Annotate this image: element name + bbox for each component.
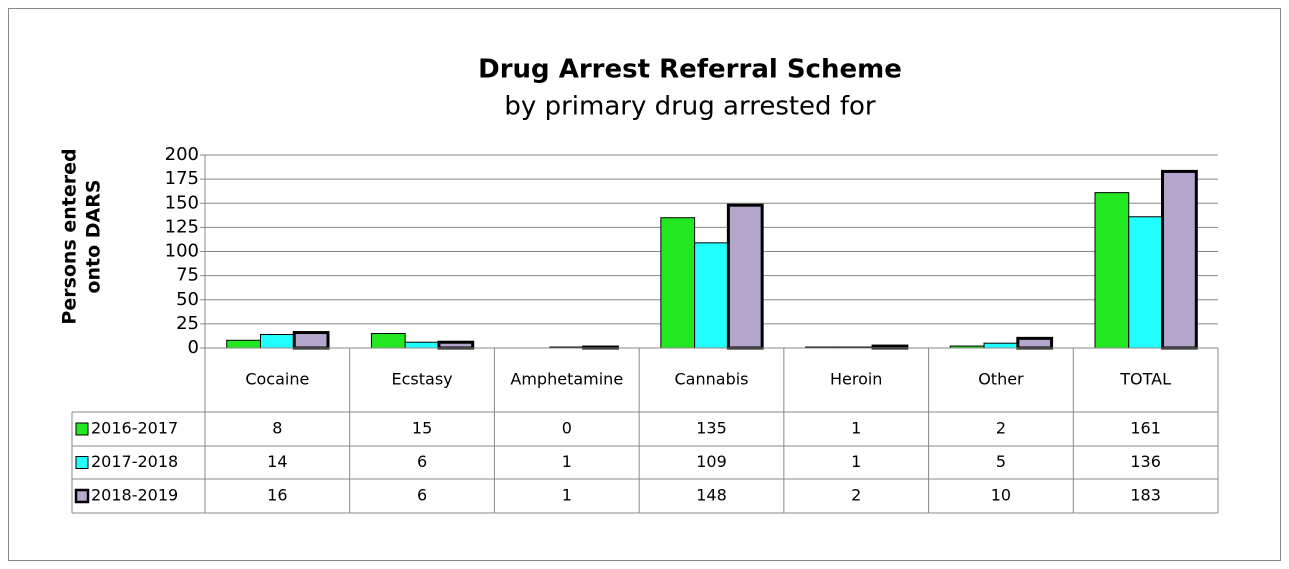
table-cell: 109 (696, 452, 727, 471)
y-tick-label: 125 (165, 216, 199, 237)
x-tick-label: Cannabis (675, 370, 749, 389)
legend-key (75, 422, 89, 436)
y-axis-label: Persons entered (59, 148, 81, 324)
bar (660, 217, 696, 349)
table-cell: 2 (996, 419, 1006, 438)
legend-label: 2016-2017 (91, 419, 178, 438)
legend-key (74, 488, 90, 504)
bar (370, 333, 406, 349)
table-cell: 16 (267, 486, 287, 505)
legend-label: 2017-2018 (91, 452, 178, 471)
bar (726, 203, 764, 350)
table-cell: 136 (1130, 452, 1161, 471)
y-tick-label: 0 (188, 337, 199, 358)
y-tick-label: 75 (176, 265, 199, 286)
bar (1016, 336, 1054, 350)
table-cell: 8 (272, 419, 282, 438)
x-tick-label: Amphetamine (510, 370, 623, 389)
table-cell: 6 (417, 486, 427, 505)
y-tick-label: 175 (165, 168, 199, 189)
x-tick-label: Cocaine (245, 370, 309, 389)
y-tick-label: 150 (165, 192, 199, 213)
x-tick-label: Heroin (830, 370, 882, 389)
table-cell: 1 (851, 419, 861, 438)
bar (259, 333, 295, 349)
table-cell: 183 (1130, 486, 1161, 505)
x-tick-label: TOTAL (1119, 370, 1171, 389)
y-tick-label: 200 (165, 144, 199, 165)
table-cell: 1 (562, 486, 572, 505)
table-cell: 6 (417, 452, 427, 471)
bar (226, 339, 261, 349)
table-cell: 1 (562, 452, 572, 471)
bar (1128, 216, 1164, 349)
bar (694, 242, 729, 349)
x-tick-label: Other (978, 370, 1024, 389)
table-cell: 0 (562, 419, 572, 438)
table-cell: 1 (851, 452, 861, 471)
bar (1161, 169, 1198, 350)
bar (404, 341, 440, 349)
table-cell: 161 (1130, 419, 1161, 438)
y-axis-label: onto DARS (83, 179, 105, 293)
table-cell: 2 (851, 486, 861, 505)
table-cell: 15 (412, 419, 432, 438)
bar (292, 331, 330, 350)
y-tick-label: 25 (176, 313, 199, 334)
chart-border (8, 8, 1281, 561)
y-tick-label: 50 (176, 289, 199, 310)
table-cell: 14 (267, 452, 287, 471)
legend-label: 2018-2019 (91, 486, 178, 505)
chart-subtitle: by primary drug arrested for (504, 92, 875, 122)
table-cell: 5 (996, 452, 1006, 471)
table-cell: 10 (991, 486, 1011, 505)
y-tick-label: 100 (165, 241, 199, 262)
table-cell: 135 (696, 419, 727, 438)
table-cell: 148 (696, 486, 727, 505)
bar (983, 342, 1019, 349)
bar (1094, 192, 1130, 349)
legend-key (75, 456, 89, 469)
bar (437, 340, 475, 350)
x-tick-label: Ecstasy (392, 370, 453, 389)
chart-title: Drug Arrest Referral Scheme (478, 55, 902, 85)
